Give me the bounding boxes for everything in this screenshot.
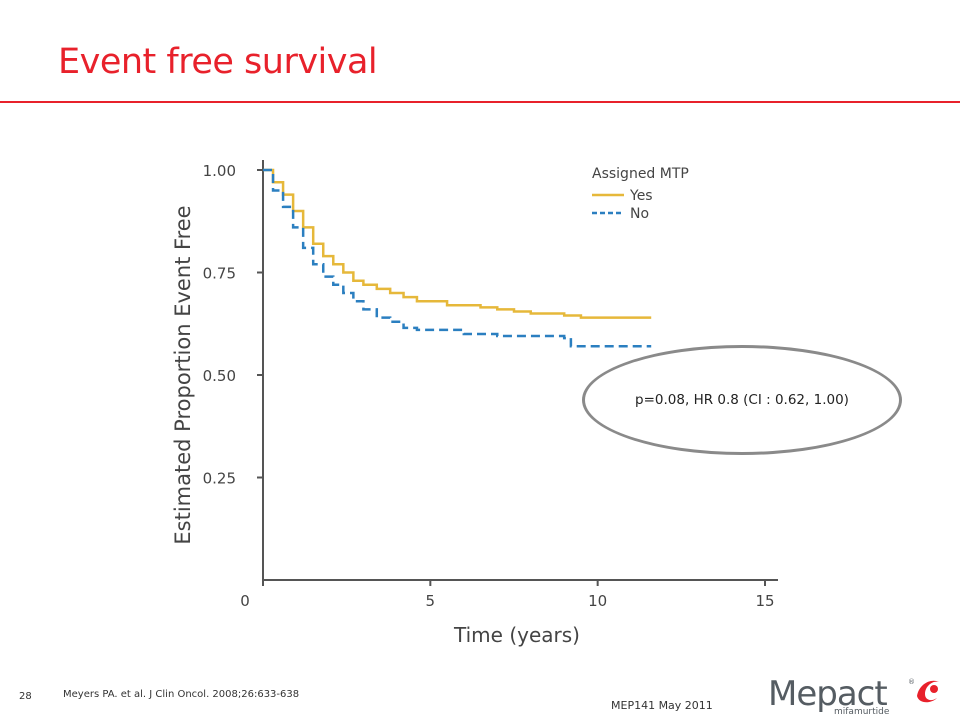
legend-label-no: No bbox=[630, 206, 649, 222]
y-tick-label: 0.25 bbox=[203, 470, 236, 488]
chart-axes bbox=[262, 160, 778, 581]
logo-swirl-icon bbox=[917, 680, 939, 703]
p-value-annotation: p=0.08, HR 0.8 (CI : 0.62, 1.00) bbox=[635, 392, 849, 408]
slide-title: Event free survival bbox=[58, 42, 378, 82]
citation: Meyers PA. et al. J Clin Oncol. 2008;26:… bbox=[63, 689, 300, 700]
x-tick-label: 5 bbox=[426, 592, 436, 610]
footer-code: MEP141 May 2011 bbox=[611, 699, 713, 712]
y-tick-label: 0.75 bbox=[203, 265, 236, 283]
y-axis-label: Estimated Proportion Event Free bbox=[171, 205, 195, 544]
series-line-yes bbox=[263, 168, 652, 319]
x-tick-label: 0 bbox=[240, 592, 250, 610]
legend-label-yes: Yes bbox=[629, 188, 653, 204]
mepact-logo: Mepact ® mifamurtide bbox=[768, 674, 943, 718]
series-line-no bbox=[263, 168, 652, 348]
page-number: 28 bbox=[19, 691, 32, 702]
chart-ticks: 0.25 0.50 0.75 1.00 0 5 10 15 bbox=[203, 162, 775, 610]
chart-series bbox=[263, 168, 652, 348]
legend-title: Assigned MTP bbox=[592, 166, 689, 182]
x-tick-label: 10 bbox=[588, 592, 607, 610]
logo-subtitle: mifamurtide bbox=[834, 707, 890, 717]
title-divider bbox=[0, 101, 960, 103]
y-tick-label: 0.50 bbox=[203, 367, 236, 385]
logo-wordmark: Mepact bbox=[768, 674, 888, 714]
logo-registered-mark: ® bbox=[908, 678, 915, 686]
p-value-ellipse: p=0.08, HR 0.8 (CI : 0.62, 1.00) bbox=[582, 345, 902, 455]
chart-legend: Assigned MTP Yes No bbox=[592, 166, 689, 222]
y-tick-label: 1.00 bbox=[203, 162, 236, 180]
x-axis-label: Time (years) bbox=[453, 623, 580, 647]
x-tick-label: 15 bbox=[755, 592, 774, 610]
